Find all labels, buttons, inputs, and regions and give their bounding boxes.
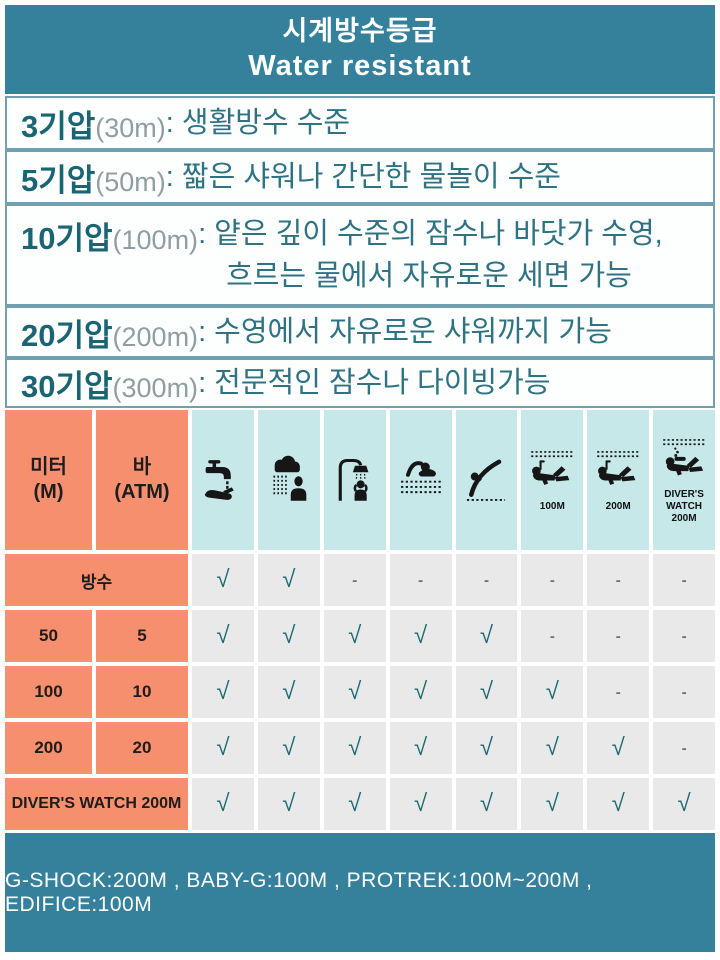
check-cell: √ <box>455 610 518 662</box>
dash-cell: - <box>587 554 650 606</box>
check-cell: √ <box>257 778 320 830</box>
snorkeler-icon <box>526 448 578 494</box>
check-cell: √ <box>521 722 584 774</box>
check-cell: √ <box>455 722 518 774</box>
check-cell: √ <box>389 778 452 830</box>
check-cell: √ <box>389 722 452 774</box>
activity-header-cell: 200M <box>587 410 650 550</box>
rating-description: : 수영에서 자유로운 샤워까지 가능 <box>198 315 612 348</box>
swimmer-icon <box>395 454 447 506</box>
check-cell: √ <box>521 778 584 830</box>
rain-person-icon <box>263 454 315 506</box>
dash-cell: - <box>389 554 452 606</box>
dive-jump-icon <box>460 454 512 506</box>
dash-cell: - <box>323 554 386 606</box>
check-cell: √ <box>192 666 254 718</box>
rating-description: : 얕은 깊이 수준의 잠수나 바닷가 수영, 흐르는 물에서 자유로운 세면 가… <box>198 218 663 293</box>
rating-description: : 생활방수 수준 <box>165 106 351 139</box>
check-cell: √ <box>587 722 650 774</box>
check-cell: √ <box>257 722 320 774</box>
dash-cell: - <box>587 666 650 718</box>
rating-term: 30기압(300m) <box>21 368 199 404</box>
brand-ratings-text: G-SHOCK:200M , BABY-G:100M , PROTREK:100… <box>5 868 593 916</box>
activity-header-cell <box>389 410 452 550</box>
activity-depth-label: 100M <box>539 500 565 512</box>
check-cell: √ <box>323 778 386 830</box>
rating-row: 3기압(30m): 생활방수 수준 <box>5 96 715 150</box>
page-title-english: Water resistant <box>248 50 472 83</box>
activity-header-cell <box>192 410 254 550</box>
row-label-cell: DIVER'S WATCH 200M <box>5 778 188 830</box>
check-cell: √ <box>653 778 715 830</box>
row-value-cell: 10 <box>96 666 188 718</box>
rating-row: 10기압(100m): 얕은 깊이 수준의 잠수나 바닷가 수영, 흐르는 물에서… <box>5 204 715 306</box>
check-cell: √ <box>323 666 386 718</box>
check-cell: √ <box>257 666 320 718</box>
activity-header-cell <box>323 410 386 550</box>
dash-cell: - <box>521 554 584 606</box>
check-cell: √ <box>455 778 518 830</box>
dash-cell: - <box>653 554 715 606</box>
dash-cell: - <box>653 610 715 662</box>
row-value-cell: 50 <box>5 610 92 662</box>
unit-header-cell: 미터 (M) <box>5 410 92 550</box>
ratings-section: 3기압(30m): 생활방수 수준 5기압(50m): 짧은 샤워나 간단한 물놀… <box>5 96 715 408</box>
page-header: 시계방수등급 Water resistant <box>5 5 715 94</box>
check-cell: √ <box>521 666 584 718</box>
shower-person-icon <box>329 454 381 506</box>
check-cell: √ <box>192 722 254 774</box>
check-cell: √ <box>455 666 518 718</box>
check-cell: √ <box>389 666 452 718</box>
rating-row: 30기압(300m): 전문적인 잠수나 다이빙가능 <box>5 358 715 408</box>
dash-cell: - <box>587 610 650 662</box>
rating-term: 5기압(50m) <box>21 162 166 198</box>
check-cell: √ <box>192 554 254 606</box>
check-cell: √ <box>192 778 254 830</box>
faucet-hand-icon <box>197 454 249 506</box>
scuba-diver-icon <box>658 436 710 482</box>
snorkeler-icon <box>592 448 644 494</box>
activity-depth-label: DIVER'S WATCH 200M <box>664 488 704 524</box>
check-cell: √ <box>257 610 320 662</box>
row-label-cell: 방수 <box>5 554 188 606</box>
dash-cell: - <box>653 722 715 774</box>
water-resistance-table: 미터 (M) 바 (ATM) <box>5 410 715 830</box>
activity-header-cell: DIVER'S WATCH 200M <box>653 410 715 550</box>
check-cell: √ <box>192 610 254 662</box>
footer-brands: G-SHOCK:200M , BABY-G:100M , PROTREK:100… <box>5 833 715 952</box>
rating-description: : 전문적인 잠수나 다이빙가능 <box>198 366 551 399</box>
rating-row: 20기압(200m): 수영에서 자유로운 샤워까지 가능 <box>5 306 715 358</box>
activity-header-cell: 100M <box>521 410 584 550</box>
row-value-cell: 200 <box>5 722 92 774</box>
page-title-korean: 시계방수등급 <box>282 15 438 46</box>
dash-cell: - <box>653 666 715 718</box>
activity-header-cell <box>455 410 518 550</box>
check-cell: √ <box>587 778 650 830</box>
check-cell: √ <box>323 722 386 774</box>
rating-term: 20기압(200m) <box>21 317 199 353</box>
row-value-cell: 100 <box>5 666 92 718</box>
rating-description: : 짧은 샤워나 간단한 물놀이 수준 <box>165 160 561 193</box>
rating-term: 3기압(30m) <box>21 108 166 144</box>
check-cell: √ <box>323 610 386 662</box>
dash-cell: - <box>455 554 518 606</box>
row-value-cell: 20 <box>96 722 188 774</box>
check-cell: √ <box>257 554 320 606</box>
rating-term: 10기압(100m) <box>21 221 199 256</box>
dash-cell: - <box>521 610 584 662</box>
row-value-cell: 5 <box>96 610 188 662</box>
rating-row: 5기압(50m): 짧은 샤워나 간단한 물놀이 수준 <box>5 150 715 204</box>
check-cell: √ <box>389 610 452 662</box>
activity-header-cell <box>257 410 320 550</box>
activity-depth-label: 200M <box>605 500 631 512</box>
unit-header-cell: 바 (ATM) <box>96 410 188 550</box>
